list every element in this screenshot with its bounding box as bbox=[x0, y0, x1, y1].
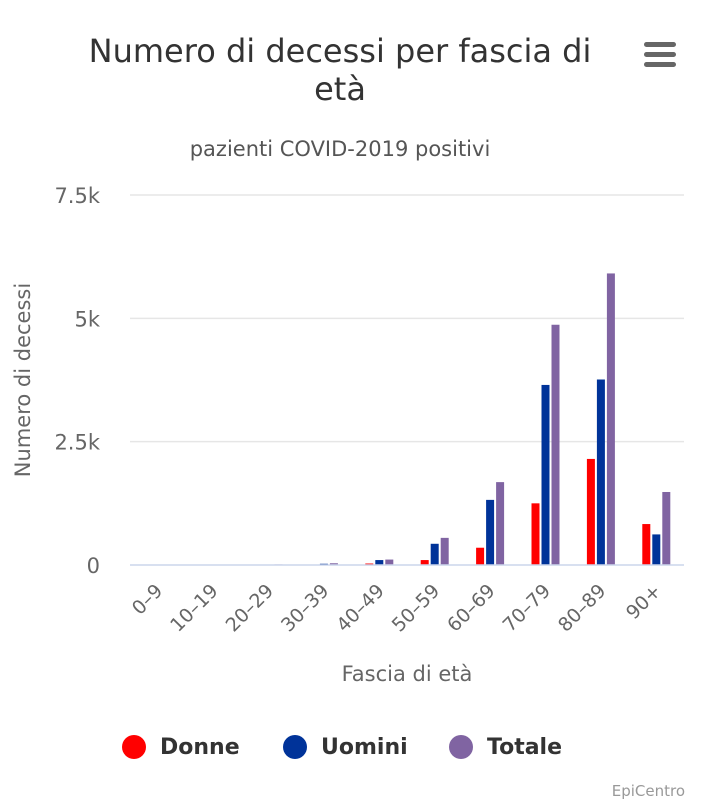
legend-label: Totale bbox=[487, 734, 563, 760]
bar-donne-8[interactable] bbox=[586, 458, 595, 565]
x-tick-label: 80–89 bbox=[554, 580, 610, 636]
x-tick-label: 0–9 bbox=[128, 580, 167, 619]
chart-subtitle: pazienti COVID-2019 positivi bbox=[190, 137, 491, 161]
bar-donne-5[interactable] bbox=[420, 560, 429, 565]
y-tick-label: 7.5k bbox=[54, 184, 100, 208]
bar-totale-8[interactable] bbox=[606, 273, 615, 565]
x-tick-label: 50–59 bbox=[388, 580, 444, 636]
bar-donne-6[interactable] bbox=[476, 547, 485, 565]
bar-uomini-6[interactable] bbox=[486, 499, 495, 565]
bar-uomini-7[interactable] bbox=[541, 384, 550, 565]
bar-totale-3[interactable] bbox=[329, 563, 338, 565]
legend-marker bbox=[122, 735, 146, 759]
legend-label: Uomini bbox=[321, 734, 408, 760]
x-tick-label: 30–39 bbox=[277, 580, 333, 636]
bars bbox=[199, 273, 671, 565]
legend-item-totale[interactable]: Totale bbox=[449, 730, 562, 764]
x-tick-label: 70–79 bbox=[499, 580, 555, 636]
y-tick-label: 0 bbox=[87, 554, 100, 578]
menu-bar bbox=[644, 62, 676, 67]
y-axis-title: Numero di decessi bbox=[11, 283, 35, 477]
bar-uomini-5[interactable] bbox=[430, 543, 439, 565]
menu-bar bbox=[644, 52, 676, 57]
legend-marker bbox=[449, 735, 473, 759]
x-axis-ticks: 0–910–1920–2930–3940–4950–5960–6970–7980… bbox=[128, 580, 666, 636]
bar-totale-9[interactable] bbox=[662, 491, 671, 565]
bar-totale-6[interactable] bbox=[496, 482, 505, 565]
bar-donne-7[interactable] bbox=[531, 503, 540, 565]
legend-marker bbox=[283, 735, 307, 759]
legend-item-uomini[interactable]: Uomini bbox=[283, 730, 408, 764]
chart-title-line: Numero di decessi per fascia di bbox=[89, 32, 592, 70]
bar-donne-9[interactable] bbox=[642, 524, 651, 565]
legend: Donne Uomini Totale bbox=[0, 730, 707, 764]
chart-title: Numero di decessi per fascia di età bbox=[89, 32, 592, 108]
legend-item-donne[interactable]: Donne bbox=[122, 730, 240, 764]
y-tick-label: 5k bbox=[74, 307, 100, 331]
x-tick-label: 40–49 bbox=[332, 580, 388, 636]
hamburger-menu-icon[interactable] bbox=[640, 38, 678, 70]
grid-lines bbox=[130, 194, 684, 443]
bar-uomini-9[interactable] bbox=[652, 534, 661, 565]
menu-bar bbox=[644, 42, 676, 47]
bar-uomini-4[interactable] bbox=[375, 560, 384, 565]
y-axis-ticks: 0 2.5k 5k 7.5k bbox=[54, 184, 100, 578]
legend-label: Donne bbox=[160, 734, 240, 760]
x-tick-label: 60–69 bbox=[443, 580, 499, 636]
x-tick-label: 20–29 bbox=[222, 580, 278, 636]
bar-totale-5[interactable] bbox=[440, 537, 449, 565]
credits-link[interactable]: EpiCentro bbox=[611, 782, 685, 800]
x-axis-title: Fascia di età bbox=[342, 662, 473, 686]
y-tick-label: 2.5k bbox=[54, 431, 100, 455]
bar-totale-7[interactable] bbox=[551, 324, 560, 565]
bar-uomini-8[interactable] bbox=[596, 379, 605, 565]
bar-totale-4[interactable] bbox=[385, 559, 394, 565]
chart-title-line: età bbox=[314, 70, 366, 108]
x-tick-label: 10–19 bbox=[166, 580, 222, 636]
x-tick-label: 90+ bbox=[622, 580, 666, 624]
